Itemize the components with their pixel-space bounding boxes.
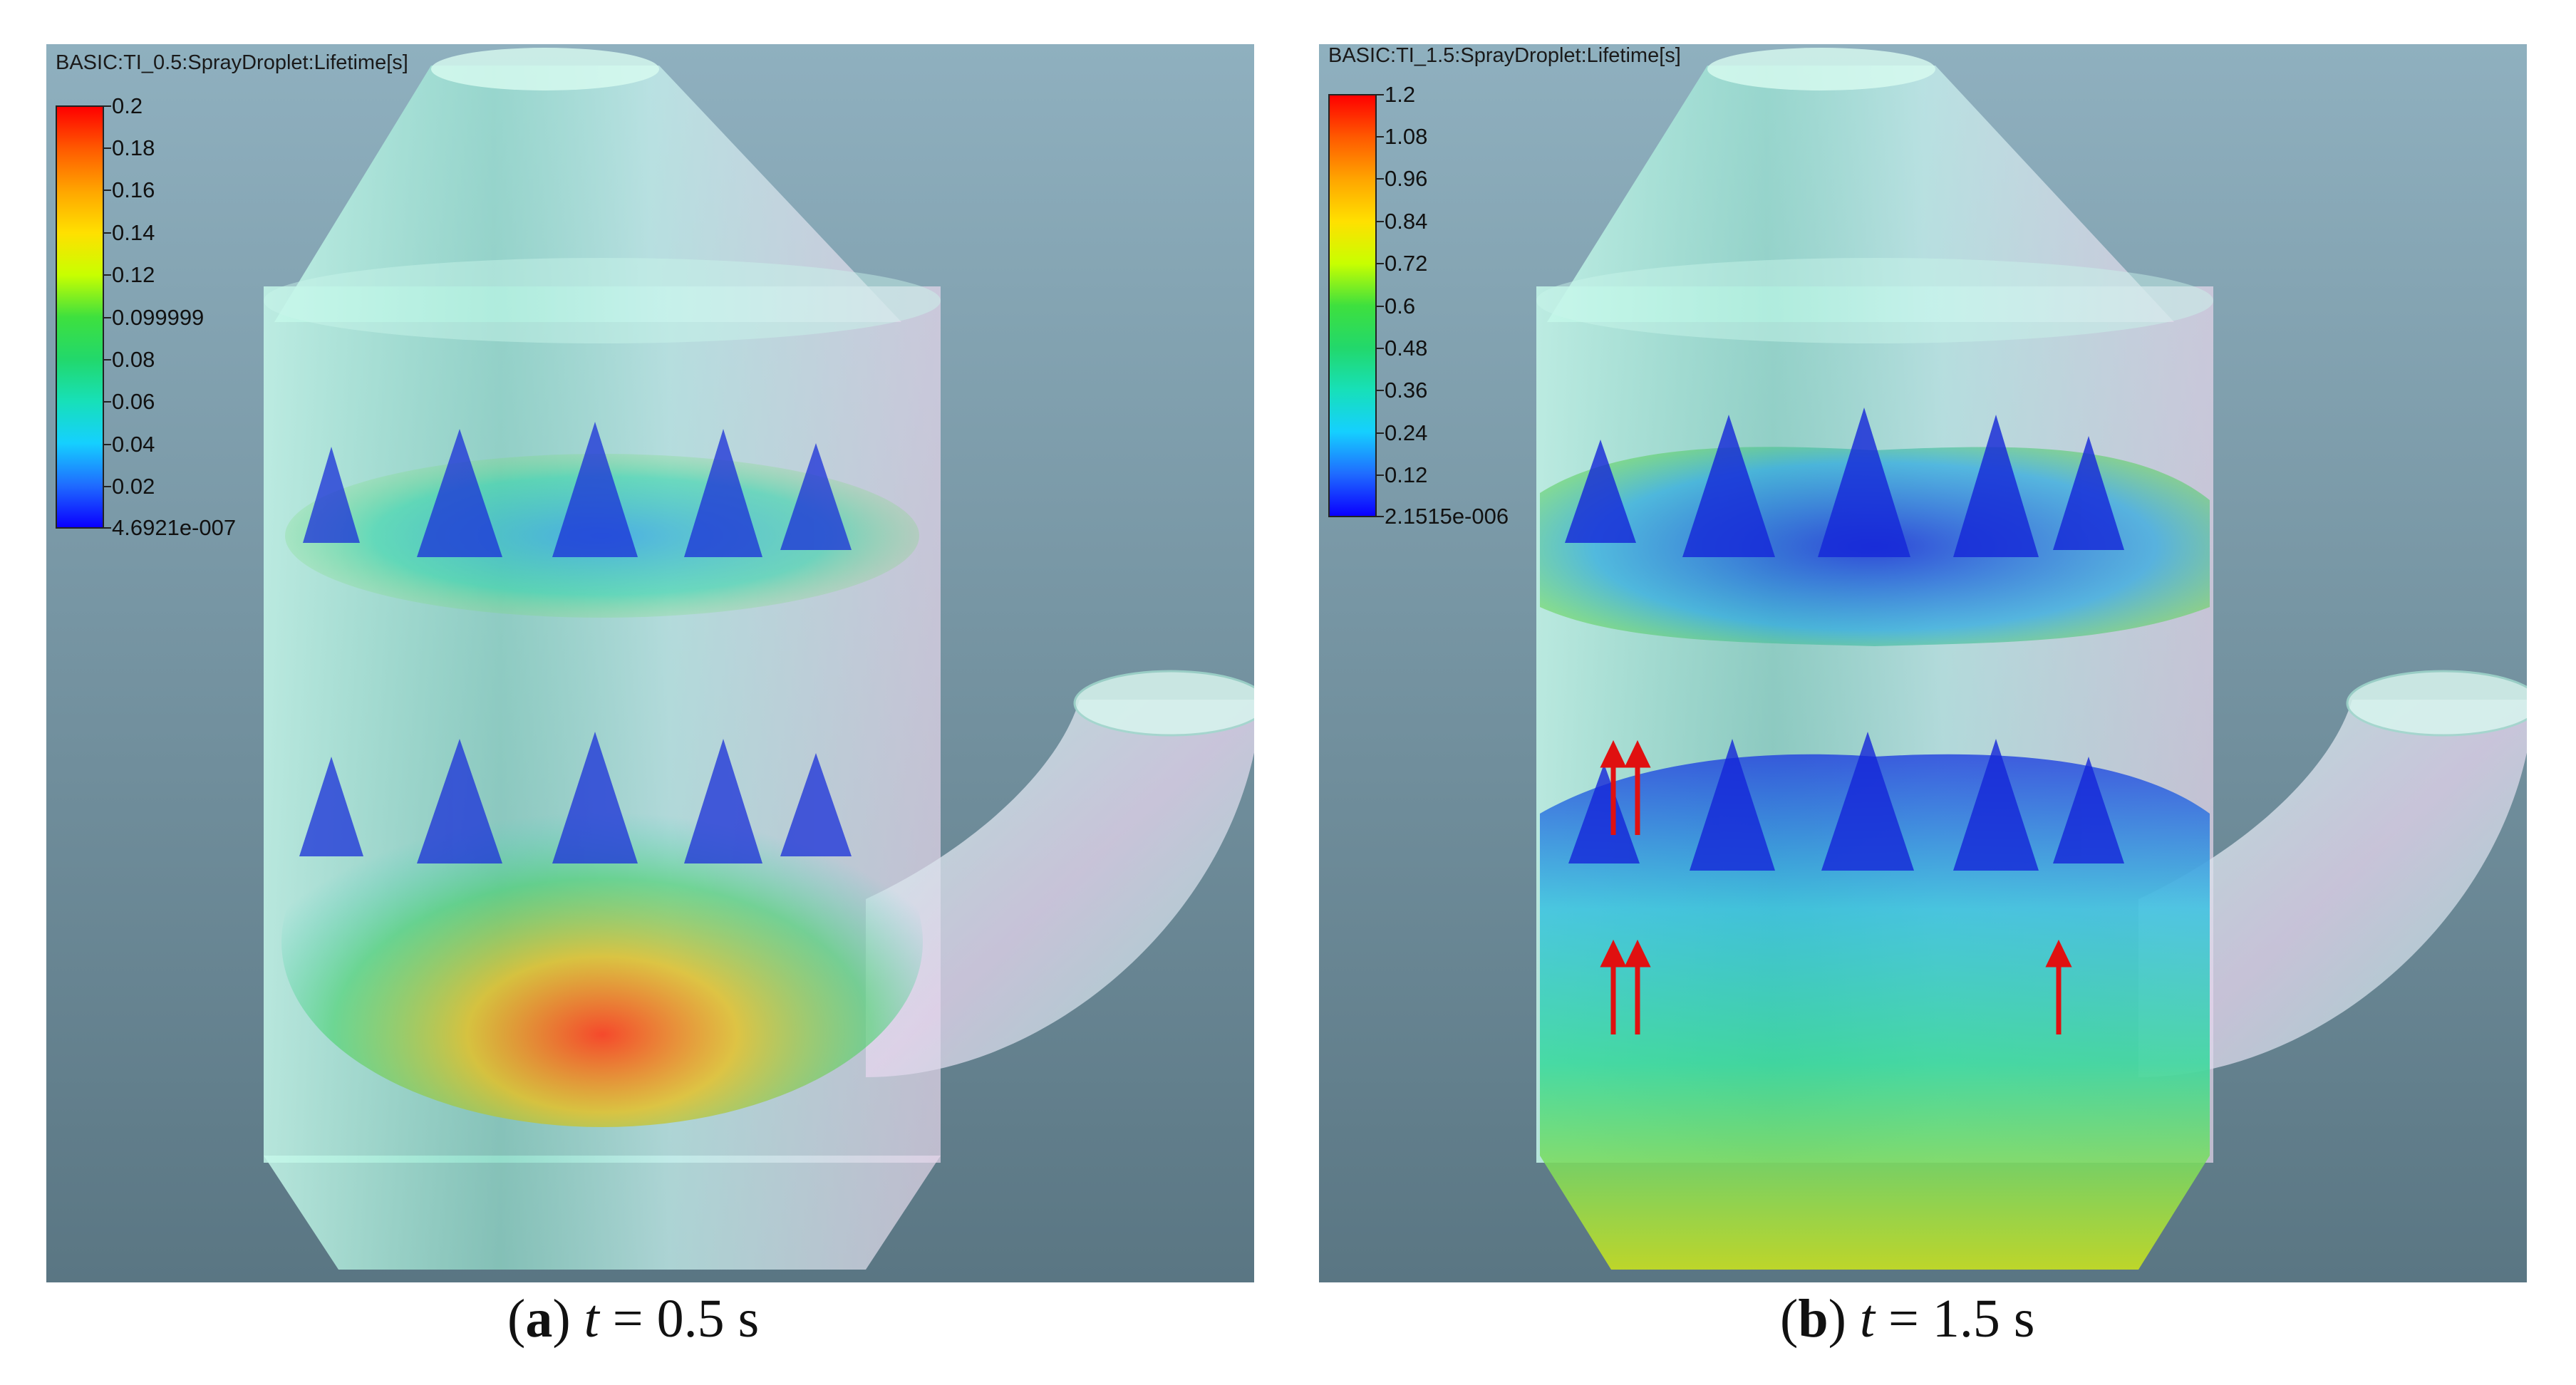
upper-spray-cones-b — [1565, 408, 2124, 557]
tick-label: 0.16 — [112, 177, 155, 202]
upper-spray-cones-a — [303, 422, 852, 557]
vessel-top-opening-b — [1707, 48, 1935, 90]
outlet-pipe-b — [2138, 700, 2527, 1077]
tick-label: 0.02 — [112, 474, 155, 499]
tick-label: 0.48 — [1385, 336, 1428, 360]
legend-title-b: BASIC:TI_1.5:SprayDroplet:Lifetime[s] — [1328, 44, 1681, 67]
outlet-pipe-opening-b — [2346, 670, 2527, 737]
caption-value: = 1.5 s — [1875, 1289, 2035, 1349]
colorbar-a — [56, 105, 104, 529]
simulation-panel-b: BASIC:TI_1.5:SprayDroplet:Lifetime[s] 1.… — [1319, 44, 2527, 1282]
arrow-icon — [2045, 939, 2072, 1034]
lower-spray-region-b — [1540, 754, 2210, 1270]
outlet-pipe-opening-a — [1073, 670, 1254, 737]
tick-label: 0.06 — [112, 389, 155, 414]
vessel-rim-a — [264, 258, 941, 343]
caption-value: = 0.5 s — [599, 1289, 760, 1349]
caption-b: (b) t = 1.5 s — [1780, 1289, 2035, 1349]
tick-label: 0.18 — [112, 135, 155, 160]
tick-label: 0.84 — [1385, 209, 1428, 234]
outlet-pipe-a — [866, 700, 1254, 1077]
legend-title-a: BASIC:TI_0.5:SprayDroplet:Lifetime[s] — [56, 51, 408, 74]
tick-label: 0.14 — [112, 220, 155, 245]
colorbar-b — [1328, 94, 1377, 517]
spray-scene-a — [46, 44, 1254, 1282]
tick-label: 0.099999 — [112, 305, 205, 330]
tick-label: 1.2 — [1385, 82, 1416, 107]
vessel-rim-b — [1536, 258, 2213, 343]
arrow-icon — [1624, 939, 1651, 1034]
vessel-top-opening-a — [431, 48, 659, 90]
simulation-panel-a: BASIC:TI_0.5:SprayDroplet:Lifetime[s] 0.… — [46, 44, 1254, 1282]
caption-letter: b — [1798, 1289, 1828, 1349]
lower-spray-cones-b — [1568, 732, 2124, 871]
tick-label: 1.08 — [1385, 124, 1428, 149]
tick-label: 0.2 — [112, 93, 143, 118]
caption-variable: t — [584, 1289, 599, 1349]
vessel-cone-top-a — [274, 66, 901, 322]
tick-label: 0.12 — [112, 262, 155, 287]
tick-label: 0.12 — [1385, 462, 1428, 487]
tick-label: 0.04 — [112, 432, 155, 457]
tick-label: 0.96 — [1385, 166, 1428, 191]
tick-label: 0.72 — [1385, 251, 1428, 276]
tick-label: 0.36 — [1385, 378, 1428, 403]
vessel-cone-bottom-a — [264, 1156, 941, 1270]
arrow-icon — [1624, 740, 1651, 835]
spray-scene-b — [1319, 44, 2527, 1282]
arrow-icon — [1600, 939, 1627, 1034]
lower-spray-cones-a — [299, 732, 852, 863]
vessel-cone-top-b — [1547, 66, 2174, 322]
caption-variable: t — [1859, 1289, 1876, 1349]
tick-label: 0.08 — [112, 347, 155, 372]
upward-flow-arrows — [1600, 740, 2072, 1034]
tick-label: 0.24 — [1385, 420, 1428, 445]
tick-label: 4.6921e-007 — [112, 515, 237, 540]
arrow-icon — [1600, 740, 1627, 835]
tick-label: 2.1515e-006 — [1385, 504, 1509, 529]
caption-letter: a — [525, 1289, 553, 1349]
caption-a: (a) t = 0.5 s — [507, 1289, 760, 1349]
tick-label: 0.6 — [1385, 294, 1416, 318]
